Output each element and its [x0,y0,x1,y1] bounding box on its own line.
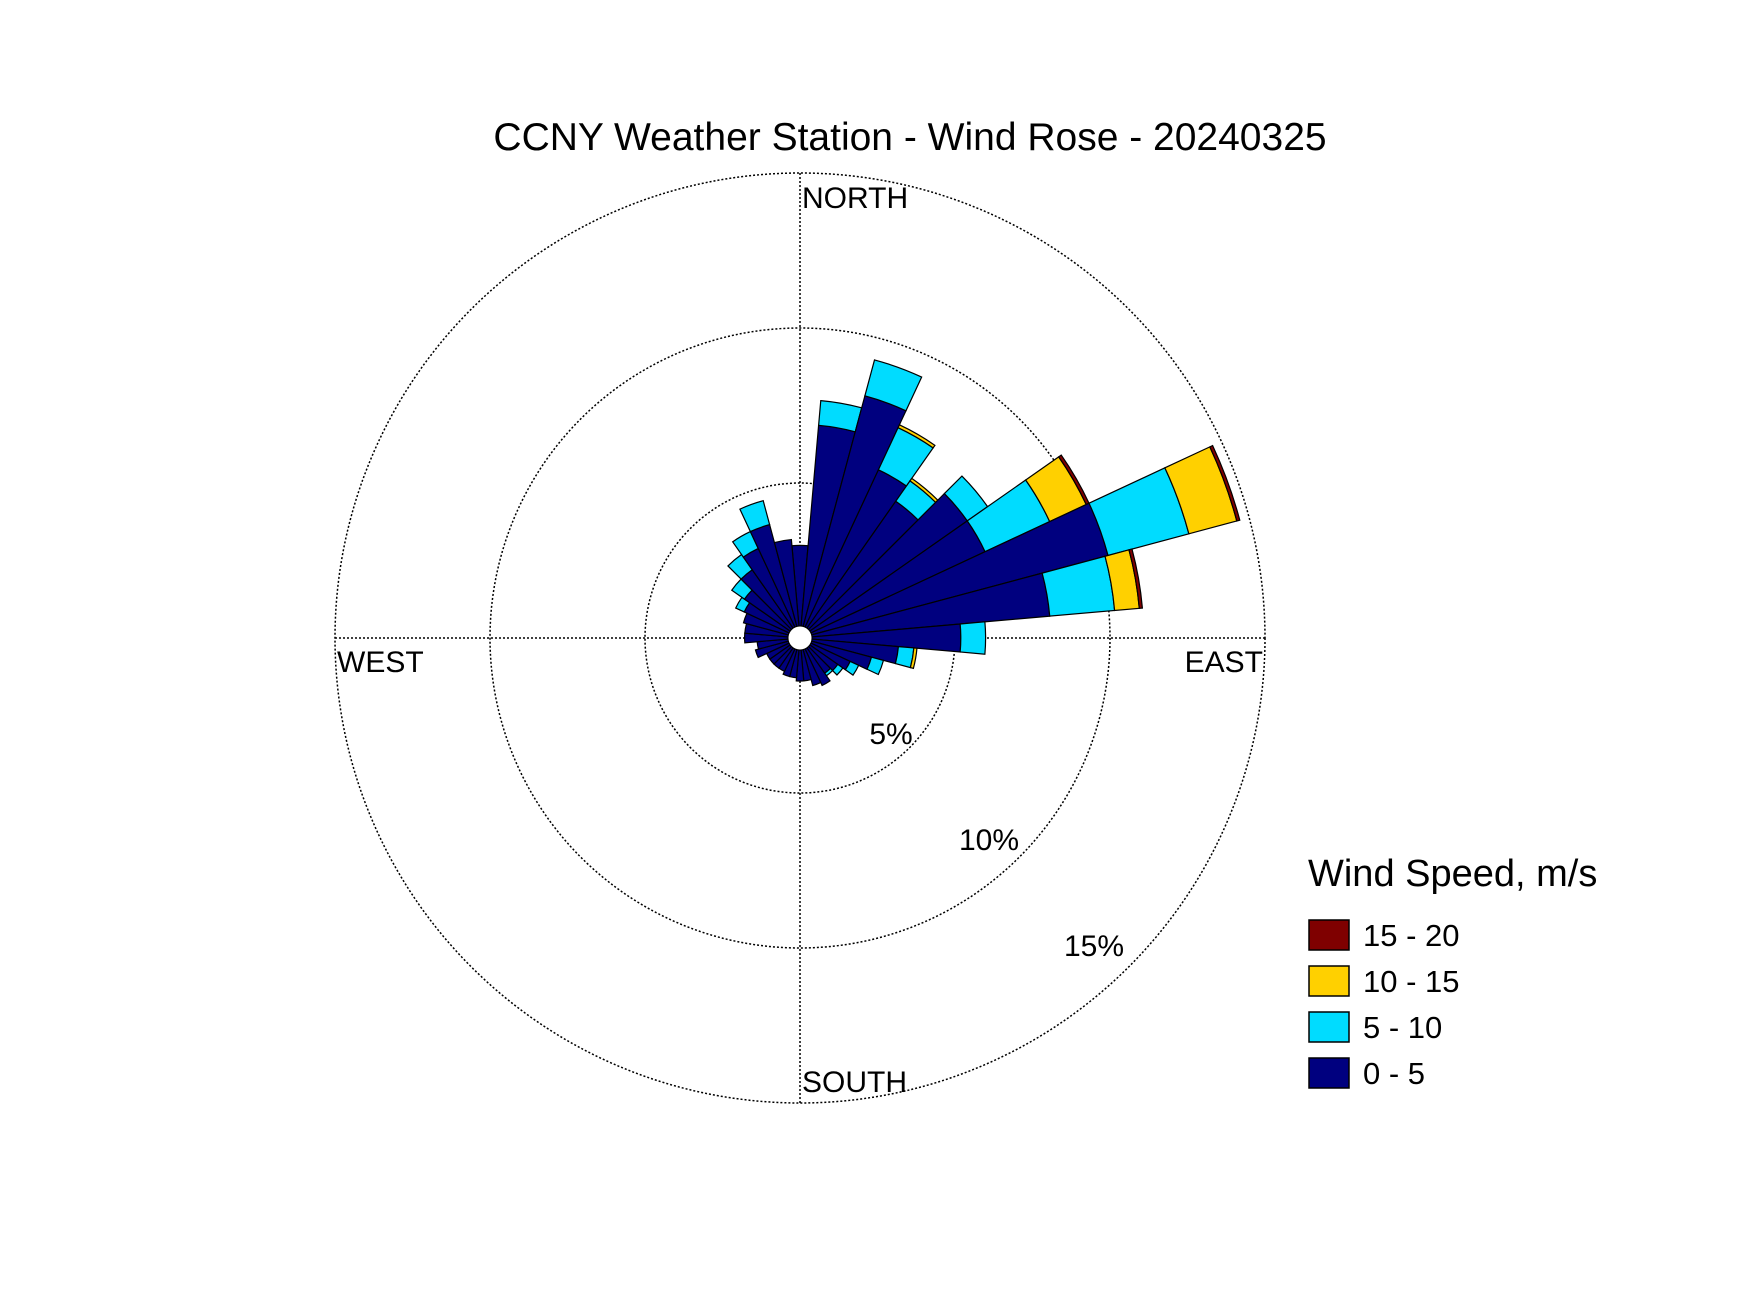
legend-title: Wind Speed, m/s [1308,853,1597,895]
ring-label-15: 15% [1064,930,1124,963]
wind-bar-80deg-15-20 [1128,548,1144,609]
wind-bar-30deg-10-15 [897,424,936,449]
legend-label-10-15: 10 - 15 [1363,964,1460,999]
north-label: NORTH [802,182,908,215]
ring-label-10: 10% [959,824,1019,857]
grid-ring-10 [489,327,1111,949]
legend-label-5-10: 5 - 10 [1363,1010,1442,1045]
wind-bar-130deg-5-10 [831,663,844,676]
wind-rose-bars [727,359,1241,687]
legend-label-0-5: 0 - 5 [1363,1056,1425,1091]
wind-bar-20deg-5-10 [864,359,923,412]
legend-swatch-5-10 [1308,1011,1350,1043]
wind-bar-70deg-15-20 [1209,444,1241,522]
legend-label-15-20: 15 - 20 [1363,918,1460,953]
ring-label-5: 5% [869,718,912,751]
legend: Wind Speed, m/s 15 - 20 10 - 15 5 - 10 0… [1308,853,1597,1091]
wind-bar-90deg-5-10 [959,621,987,655]
chart-title: CCNY Weather Station - Wind Rose - 20240… [493,116,1326,159]
wind-bar-100deg-10-15 [909,647,918,670]
south-label: SOUTH [802,1066,907,1099]
legend-swatch-15-20 [1308,919,1350,951]
legend-swatch-0-5 [1308,1057,1350,1089]
legend-swatch-10-15 [1308,965,1350,997]
center-hole [787,625,813,651]
east-label: EAST [1185,646,1263,679]
wind-bar-110deg-5-10 [866,656,885,676]
wind-bar-120deg-5-10 [844,660,860,676]
wind-bar-340deg-5-10 [739,499,771,533]
west-label: WEST [337,646,424,679]
